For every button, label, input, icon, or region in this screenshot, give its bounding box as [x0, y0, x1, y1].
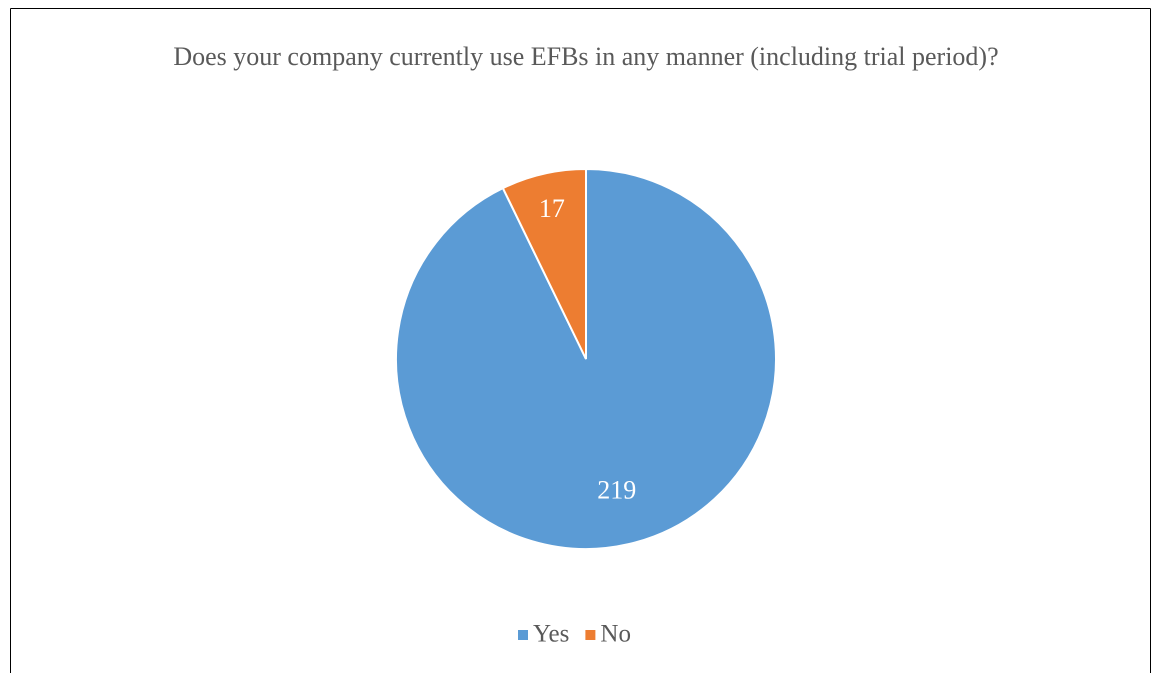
- pie-slice: [501, 167, 587, 360]
- legend-swatch: [585, 630, 596, 640]
- legend-swatch: [518, 630, 528, 640]
- chart-title: Does your company currently use EFBs in …: [173, 42, 999, 71]
- legend-label: Yes: [533, 621, 569, 648]
- legend-label: No: [600, 621, 631, 648]
- data-label: 219: [597, 475, 636, 504]
- data-label: 17: [539, 194, 565, 223]
